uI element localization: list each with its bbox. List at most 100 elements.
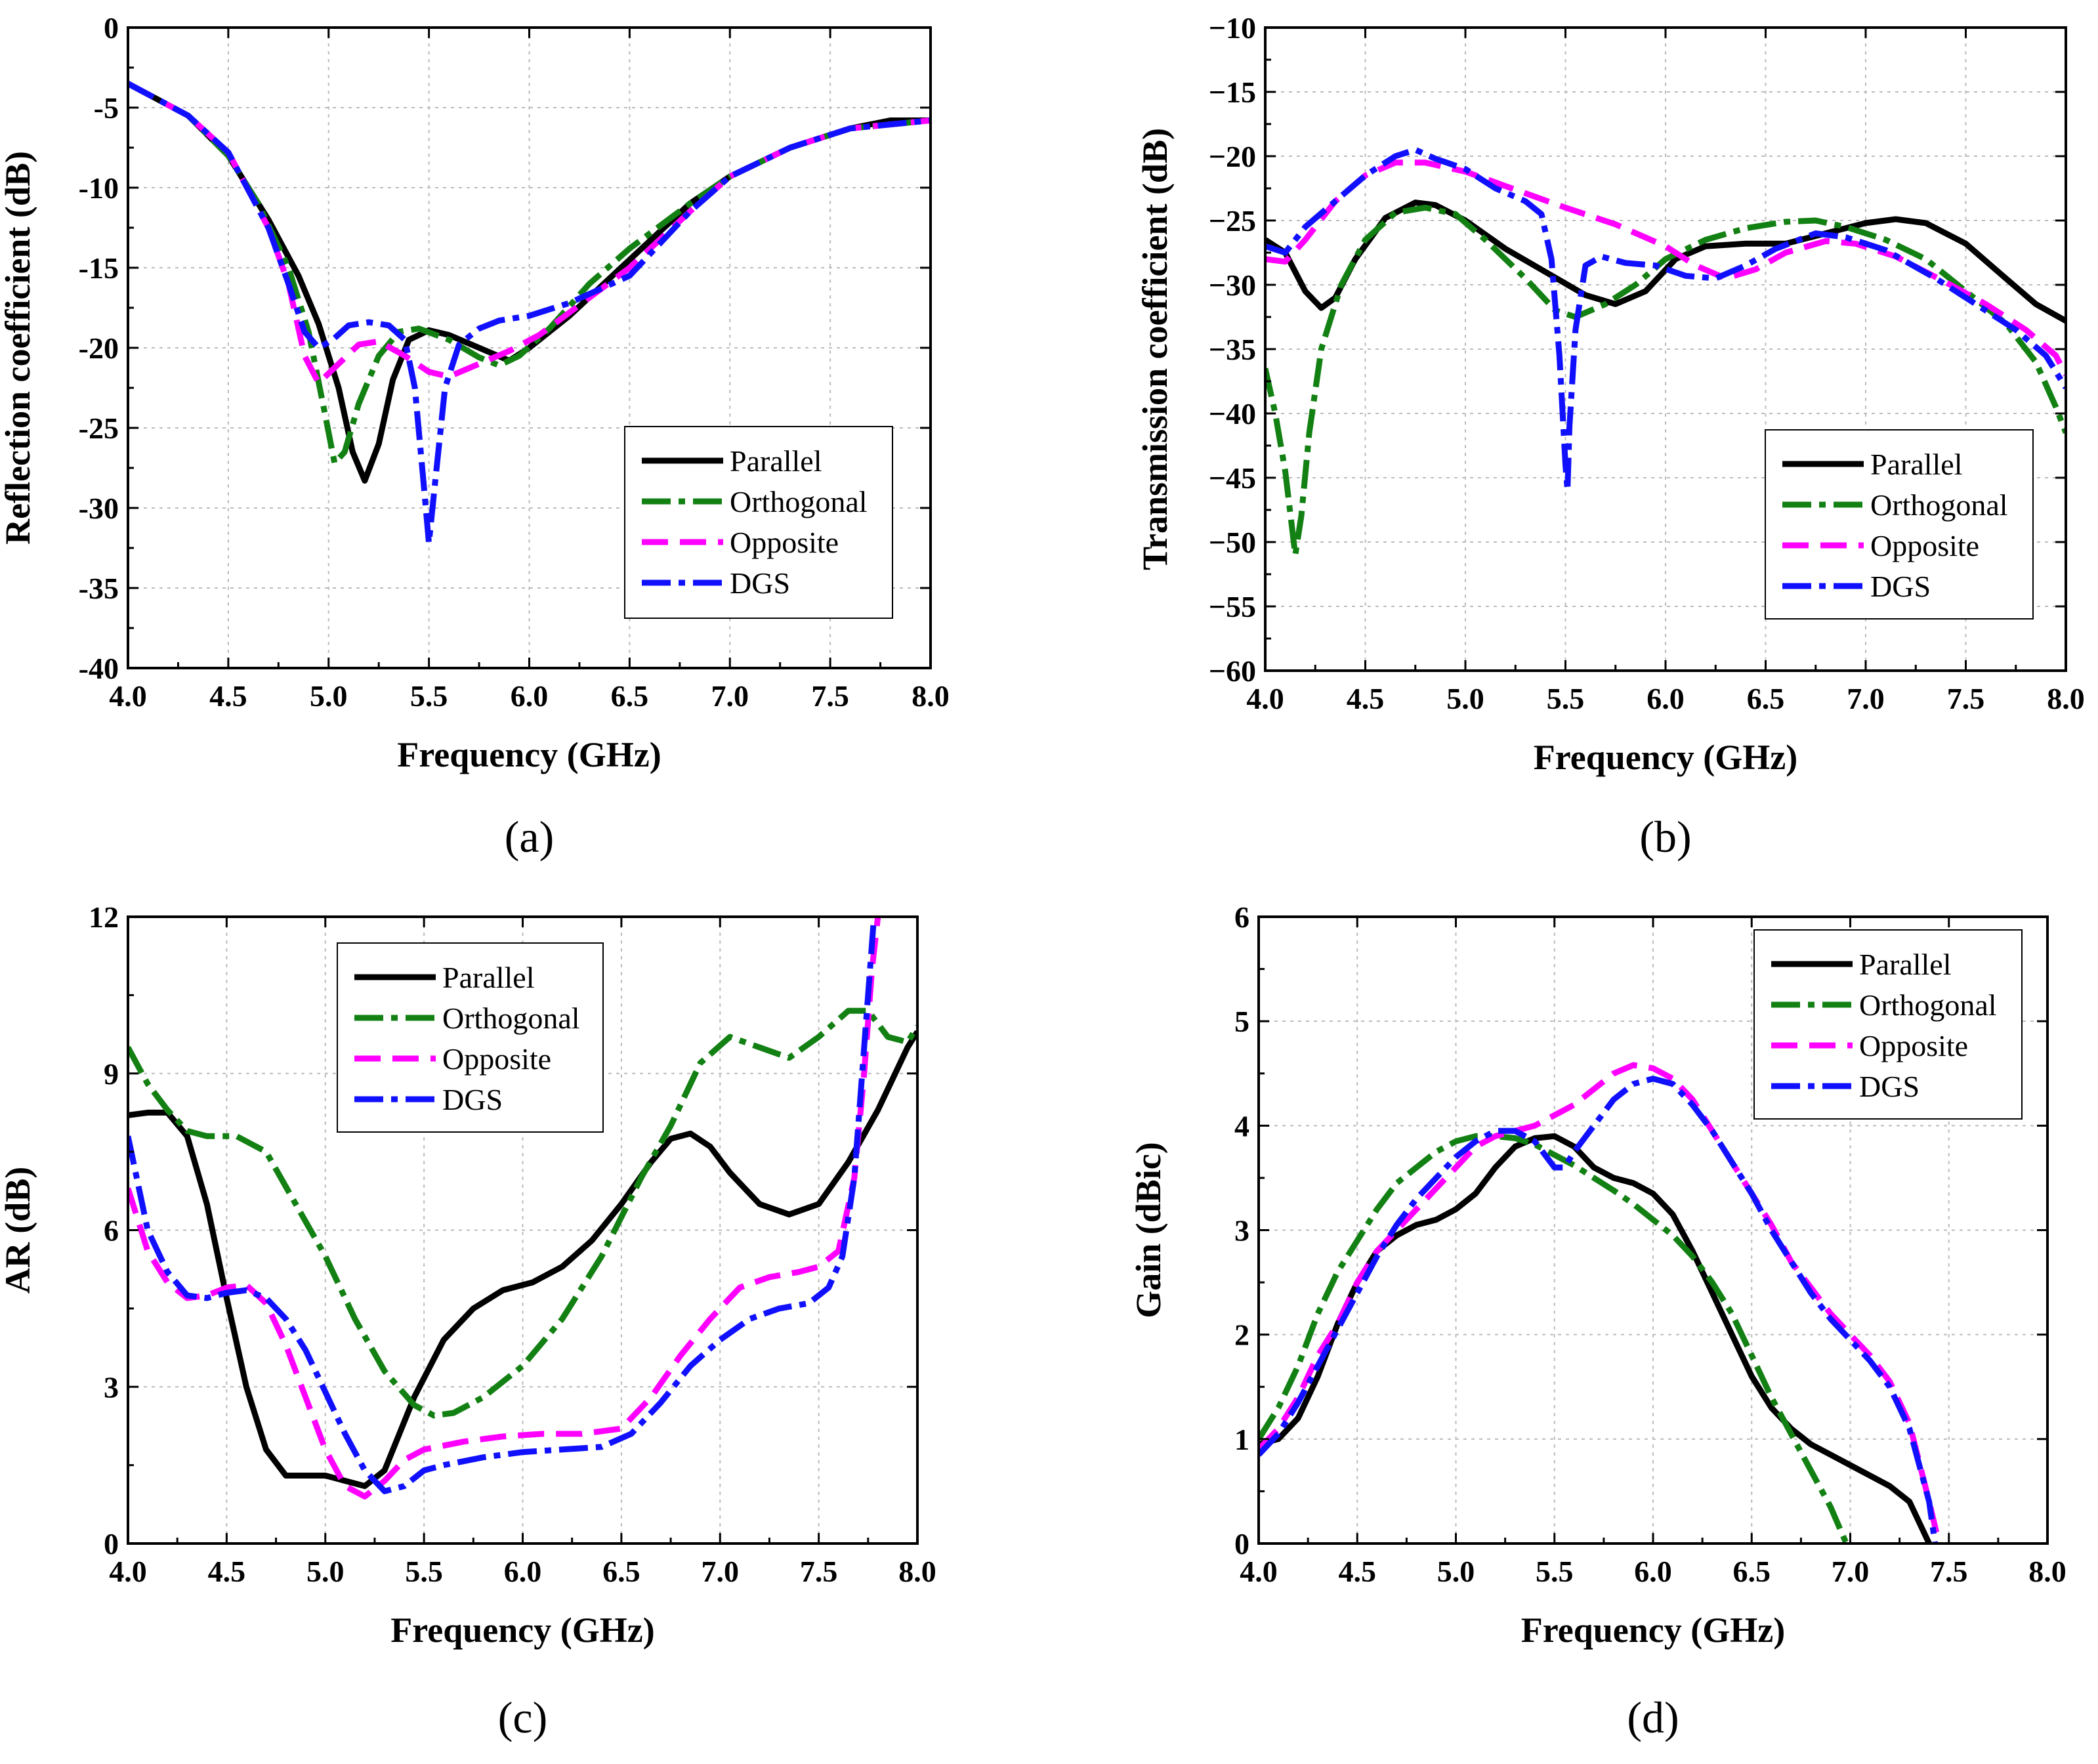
x-tick-label: 7.5 — [1947, 682, 1985, 715]
x-tick-label: 6.0 — [511, 679, 549, 713]
x-axis-title: Frequency (GHz) — [390, 1610, 654, 1650]
legend-label-opposite: Opposite — [1870, 529, 1979, 562]
x-tick-label: 5.5 — [1547, 682, 1585, 715]
x-tick-label: 6.5 — [602, 1555, 640, 1588]
y-tick-label: -20 — [79, 331, 119, 365]
panel-label: (c) — [498, 1692, 547, 1742]
legend-label-dgs: DGS — [730, 566, 790, 600]
y-tick-label: -30 — [79, 492, 119, 525]
x-tick-label: 7.5 — [1930, 1555, 1968, 1588]
y-tick-label: −35 — [1209, 333, 1256, 366]
x-tick-label: 7.5 — [811, 679, 849, 713]
y-tick-label: 6 — [104, 1214, 119, 1248]
x-tick-label: 8.0 — [2047, 682, 2085, 715]
x-tick-label: 6.0 — [1647, 682, 1685, 715]
legend-label-orthogonal: Orthogonal — [1859, 988, 1997, 1022]
x-axis-title: Frequency (GHz) — [1521, 1610, 1785, 1650]
chart-panel-a: 4.0 4.5 5.0 5.5 6.0 6.5 7.0 7.5 8.0 0 -5 -10 -15 -20 -… — [0, 11, 950, 862]
legend: Parallel Orthogonal Opposite DGS — [337, 942, 604, 1133]
series-line-parallel — [128, 1030, 917, 1489]
x-tick-label: 8.0 — [912, 679, 950, 713]
series-line-dgs — [128, 917, 877, 1494]
legend-label-dgs: DGS — [1859, 1070, 1920, 1103]
legend-label-opposite: Opposite — [1859, 1029, 1968, 1062]
y-tick-label: −25 — [1209, 204, 1256, 238]
y-tick-label: −10 — [1209, 11, 1256, 45]
y-tick-label: -25 — [79, 411, 119, 445]
y-tick-label: 5 — [1234, 1005, 1249, 1038]
series-line-orthogonal — [128, 81, 931, 467]
x-tick-label: 5.5 — [405, 1555, 443, 1588]
series-group — [1265, 146, 2066, 558]
series-line-opposite — [1259, 1062, 1942, 1544]
y-tick-label: −20 — [1209, 140, 1256, 173]
panel-label: (a) — [505, 812, 554, 862]
series-line-orthogonal — [128, 1007, 917, 1419]
x-tick-label: 6.5 — [611, 679, 649, 713]
legend: Parallel Orthogonal Opposite DGS — [1765, 429, 2034, 620]
y-tick-label: -5 — [94, 91, 119, 125]
x-tick-label: 5.5 — [1536, 1555, 1574, 1588]
x-tick-label: 6.5 — [1747, 682, 1785, 715]
x-tick-label: 8.0 — [898, 1555, 936, 1588]
y-tick-label: −60 — [1209, 654, 1256, 688]
legend-label-dgs: DGS — [442, 1083, 503, 1116]
legend-label-parallel: Parallel — [442, 961, 535, 994]
x-tick-label: 7.0 — [1847, 682, 1885, 715]
y-tick-label: −45 — [1209, 461, 1256, 495]
x-tick-label: 4.5 — [208, 1555, 246, 1588]
x-tick-label: 6.0 — [1634, 1555, 1672, 1588]
series-group — [128, 917, 917, 1500]
x-tick-label: 5.0 — [1446, 682, 1484, 715]
y-tick-label: 3 — [104, 1370, 119, 1404]
y-tick-label: -40 — [79, 652, 119, 685]
y-tick-label: −40 — [1209, 397, 1256, 430]
x-tick-label: 7.5 — [800, 1555, 838, 1588]
x-tick-label: 5.5 — [410, 679, 448, 713]
y-axis-title: Transmission coefficient (dB) — [1135, 128, 1175, 570]
x-tick-label: 7.0 — [711, 679, 749, 713]
series-line-parallel — [1259, 1133, 1932, 1544]
series-line-dgs — [1265, 146, 2066, 494]
legend-label-dgs: DGS — [1870, 570, 1931, 603]
y-tick-label: 9 — [104, 1057, 119, 1091]
x-tick-label: 4.5 — [1339, 1555, 1377, 1588]
y-tick-label: −55 — [1209, 590, 1256, 623]
legend-label-parallel: Parallel — [730, 444, 822, 478]
y-axis-title: AR (dB) — [0, 1167, 37, 1294]
legend-label-parallel: Parallel — [1859, 948, 1952, 981]
y-tick-label: -10 — [79, 171, 119, 205]
y-tick-label: 0 — [104, 1527, 119, 1561]
series-group — [128, 81, 931, 547]
legend-label-parallel: Parallel — [1870, 448, 1963, 481]
y-tick-label: -15 — [79, 251, 119, 285]
chart-panel-b: 4.0 4.5 5.0 5.5 6.0 6.5 7.0 7.5 8.0 −10 −15 −20 −25 −… — [1135, 11, 2085, 862]
y-axis-title: Reflection coefficient (dB) — [0, 151, 37, 545]
series-group — [1259, 1062, 1942, 1544]
y-axis-title: Gain (dBic) — [1129, 1142, 1168, 1318]
legend: Parallel Orthogonal Opposite DGS — [624, 426, 893, 619]
y-tick-label: 2 — [1234, 1318, 1249, 1352]
x-tick-label: 4.0 — [1246, 682, 1284, 715]
legend: Parallel Orthogonal Opposite DGS — [1753, 929, 2023, 1120]
y-tick-label: 4 — [1234, 1109, 1249, 1143]
panel-label: (d) — [1627, 1692, 1679, 1742]
panel-label: (b) — [1639, 812, 1691, 862]
legend-label-opposite: Opposite — [442, 1042, 551, 1076]
legend-label-orthogonal: Orthogonal — [730, 485, 868, 518]
y-tick-label: -35 — [79, 572, 119, 605]
x-tick-label: 7.0 — [702, 1555, 740, 1588]
legend-label-opposite: Opposite — [730, 526, 839, 559]
series-line-opposite — [128, 917, 881, 1500]
x-tick-label: 4.5 — [209, 679, 247, 713]
x-tick-label: 6.0 — [504, 1555, 542, 1588]
y-tick-label: −15 — [1209, 75, 1256, 109]
x-tick-label: 5.0 — [1437, 1555, 1475, 1588]
chart-panel-d: 4.0 4.5 5.0 5.5 6.0 6.5 7.0 7.5 8.0 6 5 4 3 2 1 0 Freque… — [1129, 900, 2067, 1742]
legend-label-orthogonal: Orthogonal — [442, 1001, 580, 1035]
y-tick-label: 0 — [1234, 1527, 1249, 1561]
x-axis-title: Frequency (GHz) — [1534, 738, 1797, 777]
y-tick-label: 3 — [1234, 1214, 1249, 1248]
y-tick-label: −50 — [1209, 526, 1256, 559]
